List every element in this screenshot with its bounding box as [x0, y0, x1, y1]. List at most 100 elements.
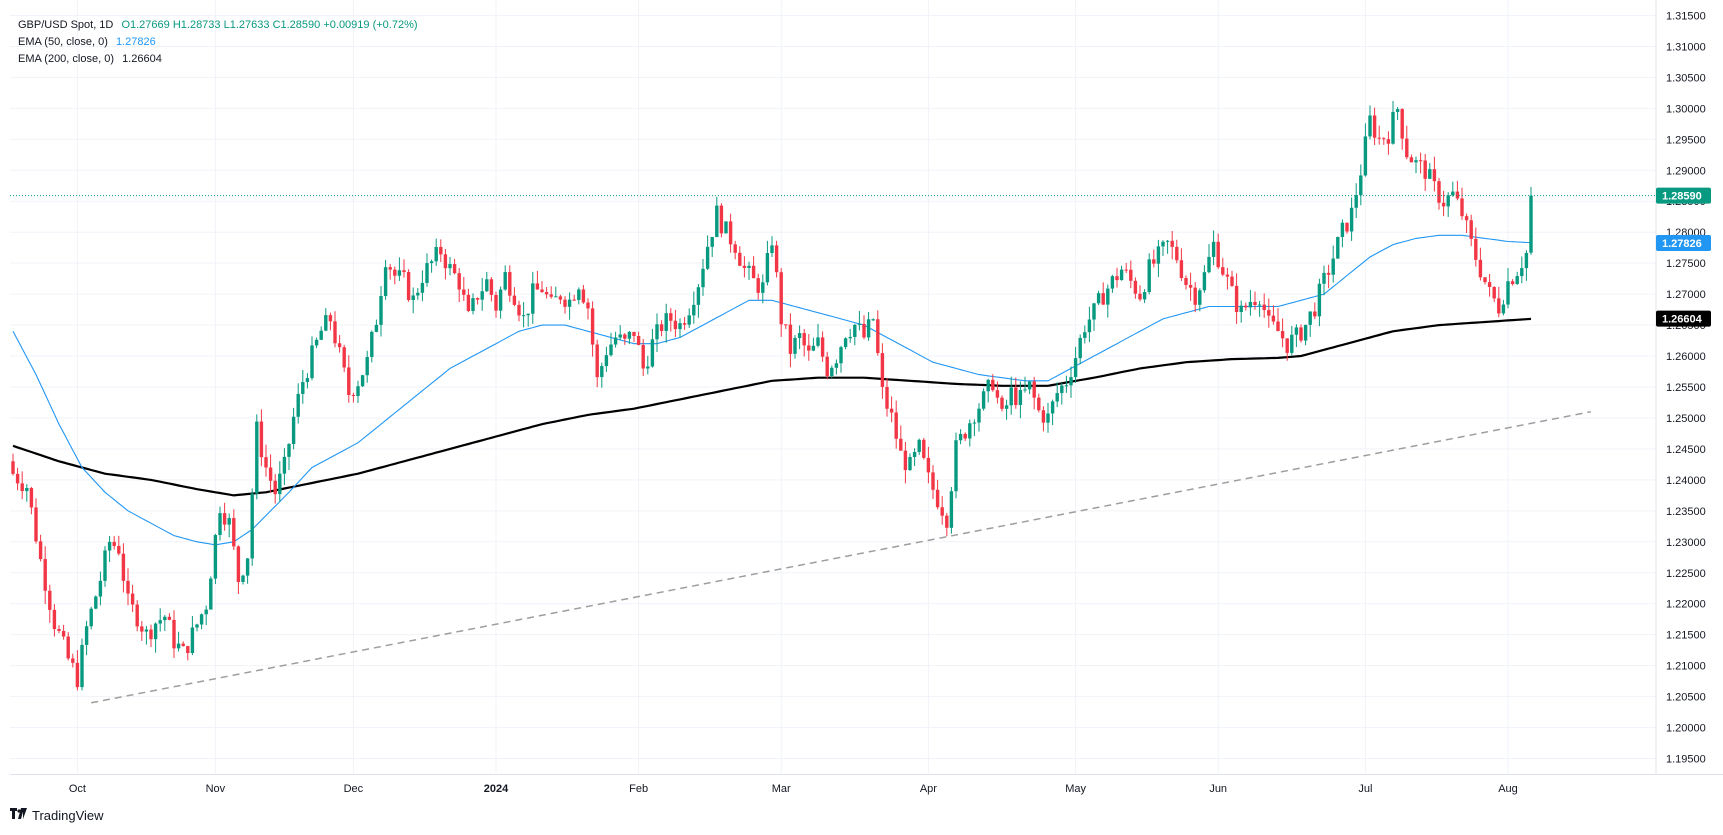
y-tick-label: 1.27000	[1666, 289, 1706, 301]
candle	[1069, 366, 1073, 398]
y-axis[interactable]: 1.31500 1.31000 1.30500 1.30000 1.29500 1.290…	[1666, 10, 1706, 765]
legend-ema200-row[interactable]: EMA (200, close, 0) 1.26604	[18, 51, 418, 68]
tradingview-brand[interactable]: TradingView	[10, 807, 104, 823]
candle-body	[1303, 324, 1308, 341]
legend-high: H1.28733	[172, 19, 221, 31]
candle-body	[1000, 397, 1004, 409]
candle-body	[586, 302, 590, 309]
candle-body	[563, 299, 567, 307]
candle-body	[1101, 293, 1105, 305]
candle	[117, 535, 121, 556]
candle	[190, 616, 195, 656]
candle-body	[1363, 136, 1368, 176]
y-tick-label: 1.22500	[1666, 568, 1706, 580]
candle	[958, 429, 963, 445]
candle	[1014, 377, 1018, 409]
candle-body	[411, 295, 415, 300]
candle-body	[301, 382, 305, 394]
candle	[1083, 325, 1087, 344]
candle	[526, 313, 530, 327]
candle-body	[531, 283, 535, 314]
candle-body	[222, 513, 227, 525]
candle	[1308, 311, 1312, 337]
candle	[291, 407, 296, 450]
y-tick-label: 1.23000	[1666, 537, 1706, 549]
candle	[1023, 376, 1027, 393]
candle	[1317, 278, 1322, 327]
candle-body	[590, 308, 595, 345]
x-tick-label: Mar	[772, 783, 791, 795]
candle	[581, 284, 586, 304]
candle-body	[963, 433, 967, 439]
price-label-text: 1.27826	[1662, 238, 1702, 250]
candle	[1391, 101, 1395, 145]
candle	[604, 346, 609, 372]
candle	[871, 318, 875, 321]
x-tick-label: Apr	[920, 783, 937, 795]
candle	[1313, 302, 1317, 320]
candle	[646, 355, 650, 375]
candle-body	[848, 336, 852, 339]
candle	[1050, 399, 1055, 426]
candle	[1161, 240, 1165, 257]
candle-body	[673, 320, 678, 330]
candle-body	[1207, 256, 1211, 273]
candle	[452, 258, 457, 275]
candle	[1244, 302, 1248, 311]
x-tick-label: Nov	[206, 783, 226, 795]
candle	[71, 653, 75, 668]
candle	[1211, 230, 1216, 266]
legend-symbol-row[interactable]: GBP/USD Spot, 1D O1.27669 H1.28733 L1.27…	[18, 17, 418, 34]
candle	[1142, 289, 1147, 304]
candle	[839, 345, 843, 373]
candle-body	[264, 457, 268, 468]
y-tick-label: 1.29500	[1666, 134, 1706, 146]
candle	[503, 265, 507, 291]
price-label-text: 1.26604	[1662, 314, 1703, 326]
candle-body	[1414, 160, 1418, 163]
candle-body	[857, 323, 862, 325]
candle-body	[1313, 311, 1317, 317]
x-tick-label: 2024	[484, 783, 509, 795]
candle-body	[1336, 237, 1340, 259]
candle-body	[1142, 291, 1147, 300]
candle	[1106, 284, 1110, 318]
candle-body	[163, 616, 167, 621]
candle-body	[899, 438, 903, 451]
candle-body	[393, 269, 397, 276]
candle	[1225, 267, 1230, 290]
candle-body	[1294, 327, 1299, 335]
candle-body	[733, 244, 737, 253]
legend-ema50-row[interactable]: EMA (50, close, 0) 1.27826	[18, 34, 418, 51]
candle-body	[567, 299, 572, 307]
candle	[770, 236, 774, 258]
candle	[715, 196, 719, 238]
candle	[126, 568, 130, 606]
candle-body	[696, 287, 701, 305]
candle-body	[1340, 222, 1345, 238]
candle	[89, 606, 93, 630]
candle-body	[820, 337, 825, 357]
candle	[310, 336, 314, 381]
candle	[1432, 156, 1437, 192]
ema200-line	[12, 317, 1532, 497]
y-tick-label: 1.25000	[1666, 413, 1706, 425]
candle	[1515, 271, 1519, 285]
candle-body	[1234, 285, 1239, 313]
candle-body	[623, 334, 627, 339]
candle	[1115, 267, 1119, 288]
candle	[903, 441, 908, 484]
candle	[462, 276, 466, 301]
candle	[1455, 180, 1460, 201]
candle-body	[503, 272, 507, 290]
candle-body	[549, 294, 553, 297]
candle	[370, 330, 374, 363]
candle	[1290, 326, 1294, 356]
candle	[218, 506, 222, 541]
x-axis[interactable]: Oct Nov Dec 2024 Feb Mar Apr May Jun Jul Aug	[69, 783, 1518, 795]
candle	[1262, 293, 1266, 318]
candle	[1188, 272, 1193, 301]
candle	[149, 624, 153, 648]
candle-body	[788, 324, 793, 354]
